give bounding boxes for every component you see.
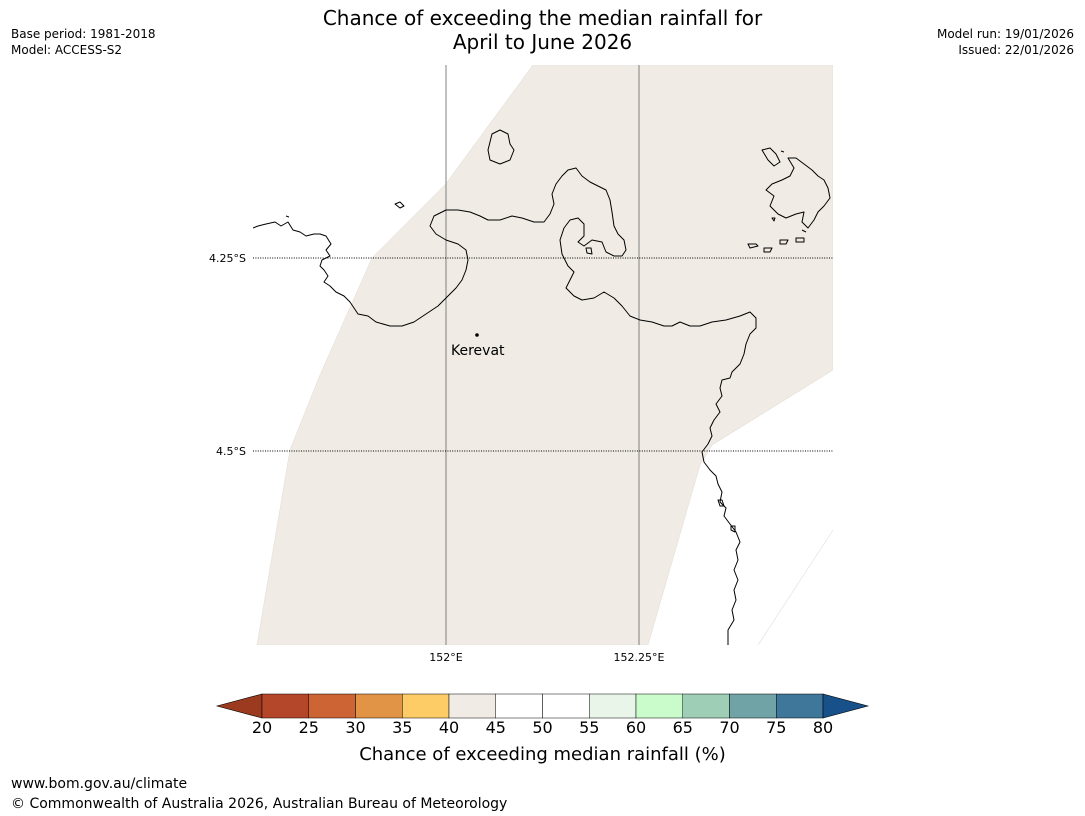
base-period-text: Base period: 1981-2018: [11, 27, 156, 41]
colorbar-tick-20: 20: [251, 718, 273, 737]
map-title: Chance of exceeding the median rainfall …: [0, 6, 1085, 54]
colorbar-label: Chance of exceeding median rainfall (%): [359, 744, 726, 765]
footer: www.bom.gov.au/climate © Commonwealth of…: [11, 774, 507, 814]
model-run-text: Model run: 19/01/2026: [936, 27, 1074, 41]
coastline-islet-inlet: [585, 247, 593, 255]
footer-url: www.bom.gov.au/climate: [11, 776, 188, 792]
title-line-2: April to June 2026: [452, 30, 633, 54]
colorbar-box-55-60: [589, 693, 637, 719]
place-label-kerevat: Kerevat: [451, 343, 505, 359]
title-line-1: Chance of exceeding the median rainfall …: [322, 6, 763, 30]
colorbar-box-75-80: [776, 693, 824, 719]
colorbar-box-45-50: [495, 693, 543, 719]
colorbar-tick-40: 40: [438, 718, 460, 737]
colorbar-tick-50: 50: [532, 718, 553, 737]
colorbar-extend-low: [215, 693, 263, 719]
lat-label-4-25s: 4.25°S: [209, 252, 246, 265]
coastline-duke-of-york-islands: [747, 147, 831, 253]
map-frame: Kerevat: [253, 65, 833, 645]
lon-label-152e: 152°E: [429, 651, 462, 664]
faint-contour-line: [757, 529, 833, 645]
colorbar-tick-60: 60: [625, 718, 647, 737]
colorbar-tick-80: 80: [812, 718, 834, 737]
coastline-mainland: [253, 167, 757, 645]
coastline-island-north: [487, 129, 515, 165]
colorbar-box-60-65: [635, 693, 683, 719]
coastline-islet-dot: [285, 215, 290, 218]
model-text: Model: ACCESS-S2: [11, 43, 123, 57]
colorbar-tick-70: 70: [719, 718, 740, 737]
colorbar-box-70-75: [729, 693, 777, 719]
issued-text: Issued: 22/01/2026: [958, 43, 1074, 57]
colorbar-extend-high: [822, 693, 870, 719]
colorbar-tick-25: 25: [298, 718, 319, 737]
colorbar-box-35-40: [402, 693, 450, 719]
colorbar-tick-65: 65: [672, 718, 693, 737]
coastline-group: [253, 129, 831, 645]
colorbar-tick-75: 75: [766, 718, 787, 737]
colorbar-tick-30: 30: [345, 718, 366, 737]
colorbar-tick-35: 35: [392, 718, 413, 737]
footer-copyright: © Commonwealth of Australia 2026, Austra…: [11, 796, 508, 812]
colorbar-box-65-70: [682, 693, 730, 719]
metadata-left: Base period: 1981-2018 Model: ACCESS-S2: [11, 26, 156, 58]
lon-label-152-25e: 152.25°E: [614, 651, 665, 664]
lat-label-4-5s: 4.5°S: [216, 445, 246, 458]
probability-shaded-region: [256, 65, 833, 645]
colorbar-tick-45: 45: [485, 718, 506, 737]
colorbar-tick-55: 55: [579, 718, 600, 737]
colorbar-box-30-35: [355, 693, 403, 719]
kerevat-marker: [475, 333, 479, 337]
coastline-small-islet-south: [717, 499, 736, 533]
colorbar: [215, 693, 870, 719]
colorbar-box-20-25: [261, 693, 309, 719]
coastline-islet-small: [394, 201, 405, 209]
colorbar-box-40-45: [448, 693, 496, 719]
colorbar-box-50-55: [542, 693, 590, 719]
colorbar-box-25-30: [308, 693, 356, 719]
colorbar-tick-labels: 20 25 30 35 40 45 50 55 60 65 70 75 80: [0, 718, 1085, 740]
metadata-right: Model run: 19/01/2026 Issued: 22/01/2026: [937, 26, 1074, 58]
